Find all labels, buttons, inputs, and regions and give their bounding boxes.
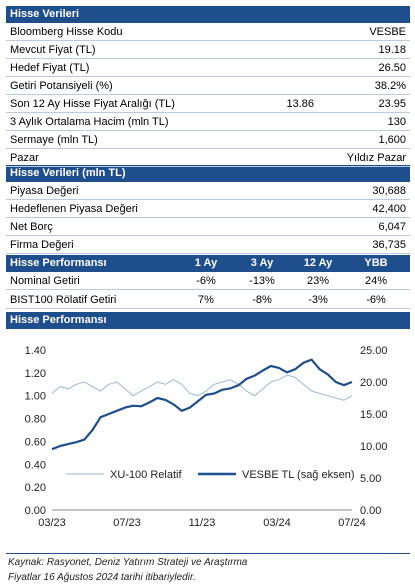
y-left-tick-label: 1.20 [25, 368, 46, 380]
section-header-hisse-verileri: Hisse Verileri [6, 6, 410, 23]
series-line-0 [51, 374, 353, 401]
cell: -8% [252, 294, 272, 306]
row-label: Hedeflenen Piyasa Değeri [10, 203, 138, 215]
row-label: Piyasa Değeri [10, 185, 79, 197]
y-left-tick-label: 0.40 [25, 459, 46, 471]
legend-label-xu100: XU-100 Relatif [110, 469, 182, 481]
y-left-tick-label: 0.80 [25, 414, 46, 426]
cell: -3% [308, 294, 328, 306]
stock-data-row: 3 Aylık Ortalama Hacim (mln TL) 130 [6, 113, 410, 131]
footnote-source: Kaynak: Rasyonet, Deniz Yatırım Strateji… [8, 557, 248, 568]
y-right-tick-label: 15.00 [360, 409, 388, 421]
stock-data-row: Pazar Yıldız Pazar [6, 149, 410, 167]
stock-data-row: Hedef Fiyat (TL) 26.50 [6, 59, 410, 77]
series-line-1 [51, 358, 353, 451]
y-right-tick-label: 0.00 [360, 505, 381, 517]
valuation-row: Net Borç 6,047 [6, 218, 410, 236]
row-label: Sermaye (mln TL) [10, 134, 98, 146]
y-left-tick-label: 1.00 [25, 391, 46, 403]
price-chart: 0.00 0.20 0.40 0.60 0.80 1.00 1.20 1.40 0.00 5.00… [6, 334, 410, 532]
x-tick-label: 03/23 [38, 517, 66, 529]
footer-divider [6, 553, 410, 554]
valuation-row: Firma Değeri 36,735 [6, 236, 410, 254]
cell: -13% [249, 275, 275, 287]
col-ybb: YBB [364, 257, 388, 269]
row-label: Net Borç [10, 221, 53, 233]
cell: -6% [196, 275, 216, 287]
col-12ay: 12 Ay [303, 257, 333, 269]
y-right-tick-label: 5.00 [360, 473, 381, 485]
row-label: Firma Değeri [10, 239, 74, 251]
performance-row-bist100: BIST100 Rölatif Getiri 7% -8% -3% -6% [6, 291, 410, 309]
stock-data-row: Sermaye (mln TL) 1,600 [6, 131, 410, 149]
row-value: 42,400 [372, 203, 406, 215]
y-right-tick-label: 10.00 [360, 441, 388, 453]
row-value: Yıldız Pazar [346, 152, 406, 164]
section-header-performance-chart: Hisse Performansı [6, 312, 410, 329]
row-label: Mevcut Fiyat (TL) [10, 44, 96, 56]
cell: 7% [198, 294, 214, 306]
x-tick-label: 07/24 [338, 517, 366, 529]
row-label: Getiri Potansiyeli (%) [10, 80, 113, 92]
col-1ay: 1 Ay [194, 257, 218, 269]
x-tick-label: 03/24 [263, 517, 291, 529]
y-right-tick-label: 20.00 [360, 377, 388, 389]
stock-data-row: Getiri Potansiyeli (%) 38.2% [6, 77, 410, 95]
row-value: 26.50 [378, 62, 406, 74]
chart-svg: 0.00 0.20 0.40 0.60 0.80 1.00 1.20 1.40 0.00 5.00… [25, 345, 388, 529]
y-left-tick-label: 0.20 [25, 482, 46, 494]
row-label: Hedef Fiyat (TL) [10, 62, 90, 74]
x-tick-label: 07/23 [113, 517, 141, 529]
footnote-date: Fiyatlar 16 Ağustos 2024 tarihi itibariy… [8, 572, 196, 583]
x-tick-label: 11/23 [189, 517, 216, 529]
row-label: Son 12 Ay Hisse Fiyat Aralığı (TL) [10, 98, 175, 110]
section-header-hisse-verileri-mln: Hisse Verileri (mln TL) [6, 165, 410, 182]
y-left-tick-label: 1.40 [25, 345, 46, 357]
row-label: Nominal Getiri [10, 275, 80, 287]
row-value: VESBE [369, 26, 406, 38]
y-left-tick-label: 0.60 [25, 436, 46, 448]
row-label: Pazar [10, 152, 39, 164]
cell: -6% [366, 294, 386, 306]
performance-table-header: Hisse Performansı 1 Ay 3 Ay 12 Ay YBB [6, 255, 410, 272]
cell: 24% [364, 275, 388, 287]
performance-row-nominal: Nominal Getiri -6% -13% 23% 24% [6, 272, 410, 290]
y-right-tick-label: 25.00 [360, 345, 388, 357]
row-value: 38.2% [374, 80, 406, 92]
row-value: 30,688 [372, 185, 406, 197]
y-left-tick-label: 0.00 [25, 505, 46, 517]
col-3ay: 3 Ay [250, 257, 274, 269]
row-value: 23.95 [378, 98, 406, 110]
valuation-row: Piyasa Değeri 30,688 [6, 182, 410, 200]
row-value-low: 13.86 [286, 98, 314, 110]
stock-data-row: Bloomberg Hisse Kodu VESBE [6, 23, 410, 41]
row-value: 1,600 [378, 134, 406, 146]
row-label: BIST100 Rölatif Getiri [10, 294, 117, 306]
legend-label-vesbe: VESBE TL (sağ eksen) [242, 469, 355, 481]
row-value: 6,047 [378, 221, 406, 233]
row-label: Bloomberg Hisse Kodu [10, 26, 123, 38]
row-value: 130 [387, 116, 406, 128]
row-value: 19.18 [378, 44, 406, 56]
performance-title: Hisse Performansı [10, 257, 107, 269]
stock-data-row: Mevcut Fiyat (TL) 19.18 [6, 41, 410, 59]
row-label: 3 Aylık Ortalama Hacim (mln TL) [10, 116, 169, 128]
valuation-row: Hedeflenen Piyasa Değeri 42,400 [6, 200, 410, 218]
row-value: 36,735 [372, 239, 406, 251]
stock-data-row: Son 12 Ay Hisse Fiyat Aralığı (TL) 13.86 2… [6, 95, 410, 113]
cell: 23% [306, 275, 330, 287]
